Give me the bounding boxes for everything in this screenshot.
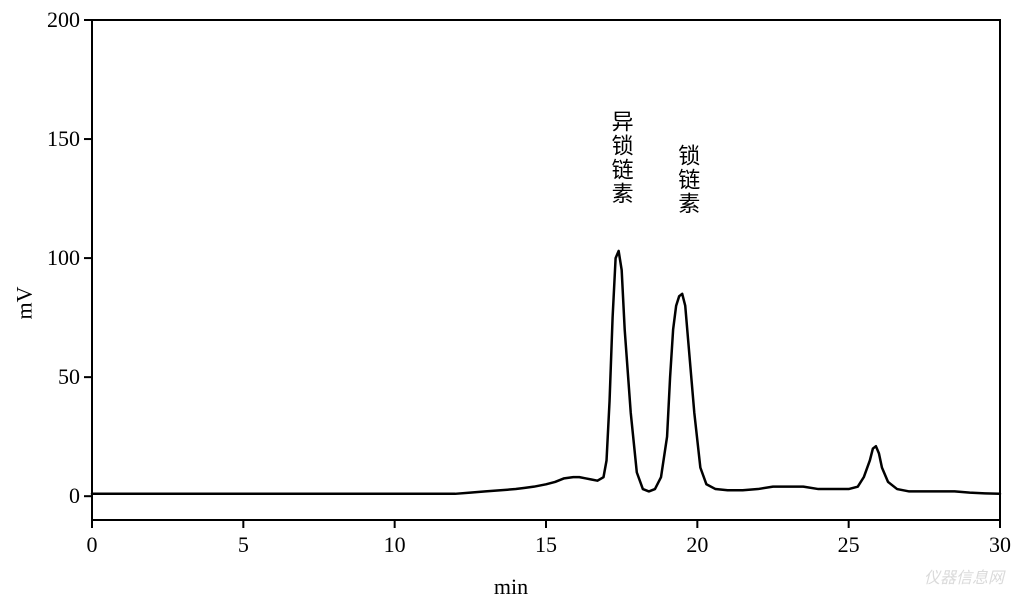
peak-2-label: 锁链素 [671,144,703,216]
y-tick-label: 150 [47,126,80,152]
y-tick-label: 50 [58,364,80,390]
x-tick-label: 5 [238,532,249,558]
x-tick-label: 10 [384,532,406,558]
y-axis-label: mV [12,287,38,320]
chromatogram-chart: mV min 051015202530050100150200 异锁链素锁链素 … [0,0,1022,606]
x-tick-label: 0 [87,532,98,558]
x-tick-label: 30 [989,532,1011,558]
y-tick-label: 0 [69,483,80,509]
y-tick-label: 100 [47,245,80,271]
x-axis-label: min [494,574,528,600]
x-tick-label: 25 [838,532,860,558]
y-tick-label: 200 [47,7,80,33]
peak-1-label: 异锁链素 [605,110,637,206]
x-tick-label: 20 [686,532,708,558]
chart-svg [0,0,1022,606]
x-tick-label: 15 [535,532,557,558]
